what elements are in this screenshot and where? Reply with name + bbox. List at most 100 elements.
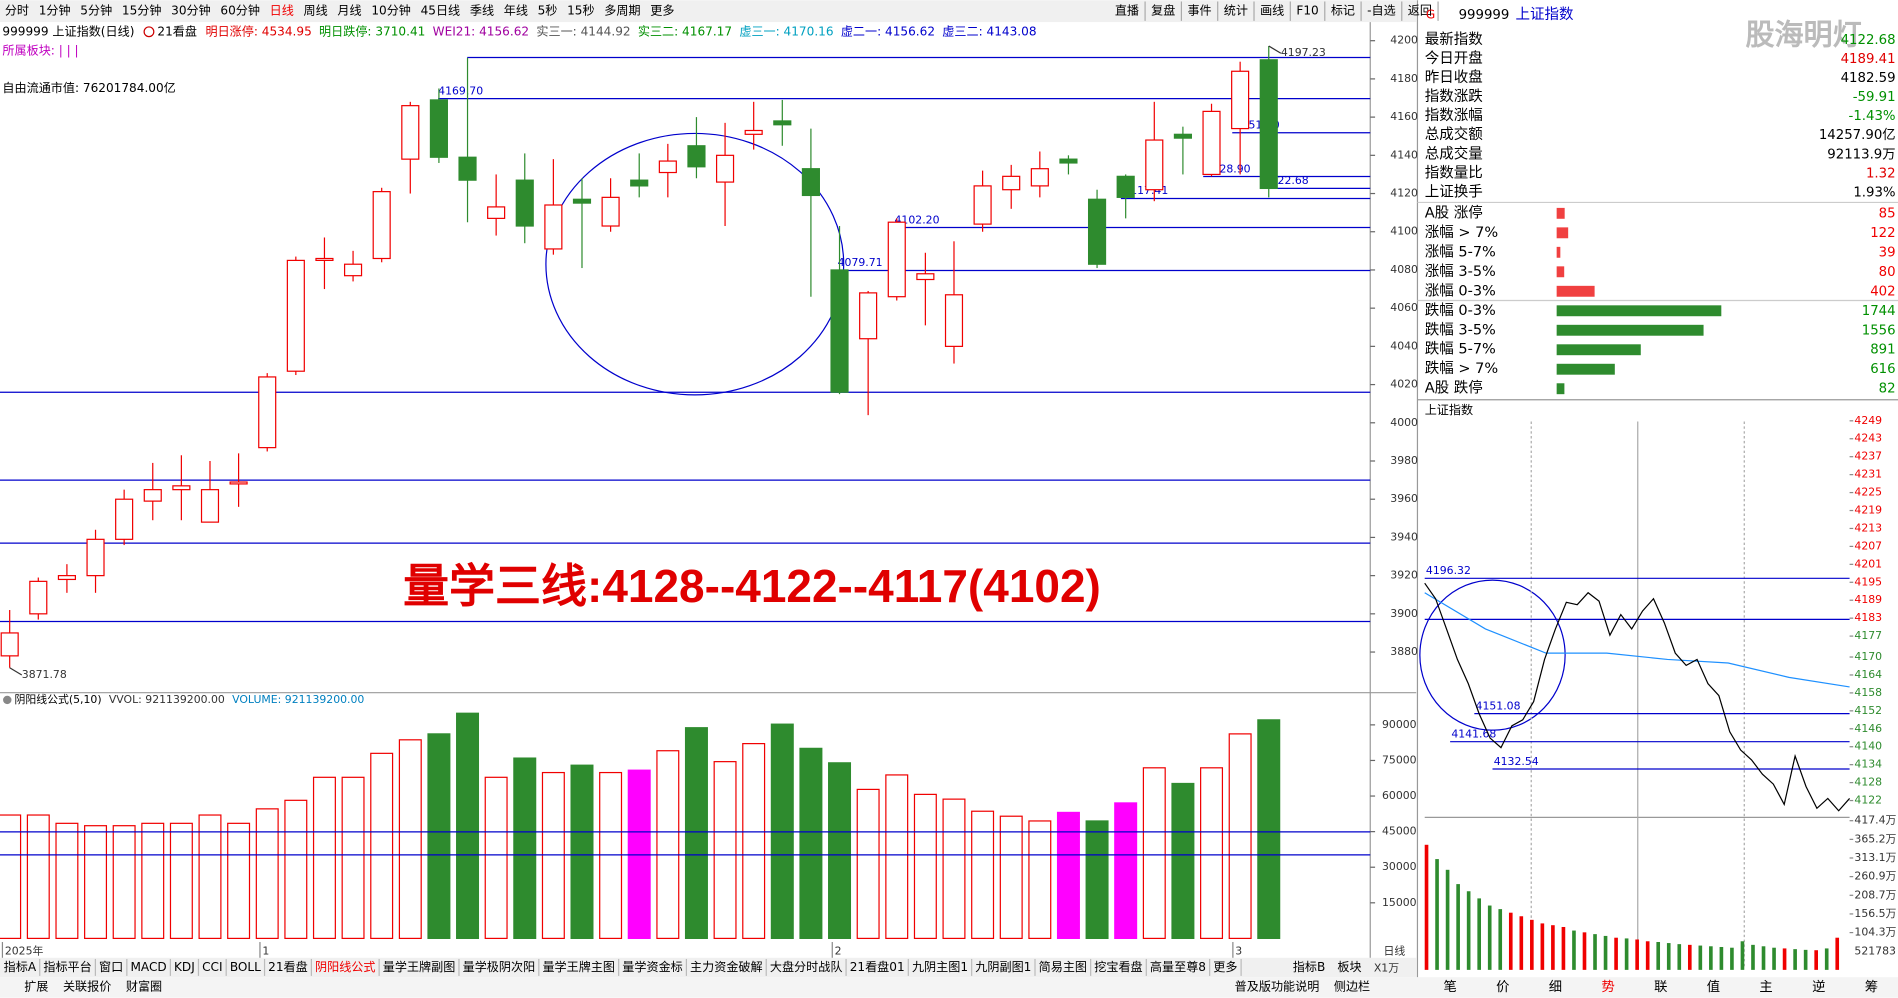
indicator-tab[interactable]: 指标A	[4, 959, 37, 974]
mini-tab[interactable]: 细	[1549, 979, 1562, 995]
period-tab[interactable]: 分时	[5, 4, 29, 18]
volume-bar	[1645, 941, 1650, 970]
period-tab[interactable]: 15分钟	[122, 3, 162, 18]
indicator-tab[interactable]: KDJ	[174, 960, 195, 974]
mini-tab[interactable]: 势	[1601, 979, 1614, 995]
y-tick-label: 3960	[1390, 492, 1418, 505]
period-tab[interactable]: 年线	[504, 4, 528, 18]
indicator-tab[interactable]: 量学资金标	[622, 959, 682, 974]
indicator-tab[interactable]: 板块	[1337, 960, 1361, 974]
indicator-tab[interactable]: 指标平台	[43, 959, 91, 974]
mini-tab[interactable]: 值	[1707, 979, 1720, 995]
indicator-tab[interactable]: 简易主图	[1039, 960, 1087, 974]
candle-body	[286, 259, 305, 372]
status-item[interactable]: 扩展	[24, 979, 48, 993]
status-item[interactable]: 侧边栏	[1334, 978, 1370, 993]
tool-button[interactable]: 复盘	[1151, 3, 1175, 18]
status-item[interactable]: 普及版功能说明	[1235, 978, 1320, 993]
y-tick-label: 30000	[1382, 860, 1417, 873]
volume-bar	[1171, 782, 1195, 940]
volume-bar	[484, 776, 508, 940]
period-tab[interactable]: 10分钟	[371, 3, 411, 18]
indicator-tab[interactable]: MACD	[130, 960, 166, 974]
period-tab[interactable]: 5分钟	[80, 3, 112, 18]
period-tab[interactable]: 周线	[304, 4, 328, 18]
candle-body	[172, 485, 191, 491]
status-item[interactable]: 关联报价	[63, 978, 111, 993]
period-tab[interactable]: 更多	[650, 4, 674, 18]
indicator-tab[interactable]: 21看盘	[268, 959, 308, 974]
y-tick-label: 417.4万	[1854, 814, 1896, 827]
volume-bar	[1424, 844, 1429, 970]
tool-button[interactable]: 统计	[1224, 4, 1248, 18]
indicator-tab[interactable]: 量学王牌副图	[383, 959, 456, 974]
indicator-tab[interactable]: 阴阳线公式	[315, 960, 375, 974]
indicator-tab[interactable]: 挖宝看盘	[1094, 959, 1142, 974]
tool-button[interactable]: 事件	[1187, 4, 1211, 18]
breadth-label: 跌幅 3-5%	[1425, 321, 1496, 338]
indicator-tab[interactable]: 九阴主图1	[912, 960, 968, 974]
indicator-tab[interactable]: 21看盘01	[850, 959, 905, 974]
y-tick-label: 4100	[1390, 225, 1418, 238]
candle-body	[830, 269, 849, 393]
candle-body	[86, 538, 105, 577]
period-tab[interactable]: 日线	[270, 4, 294, 18]
y-tick-label: 4243	[1854, 432, 1882, 445]
breadth-count: 122	[1870, 226, 1895, 241]
sector: 所属板块: | | |	[2, 44, 78, 58]
tool-button[interactable]: F10	[1296, 4, 1318, 18]
tool-button[interactable]: 画线	[1260, 4, 1284, 18]
mini-tab[interactable]: 逆	[1812, 979, 1825, 995]
indicator-tab[interactable]: BOLL	[230, 960, 261, 974]
status-item[interactable]: 财富圈	[126, 978, 162, 993]
period-tab[interactable]: 季线	[470, 4, 494, 18]
level-label: 4169.70	[438, 84, 483, 97]
stat-label: 总成交量	[1425, 144, 1483, 162]
readout: VVOL: 921139200.00	[109, 693, 225, 706]
volume-bar	[398, 739, 422, 940]
tool-button[interactable]: 标记	[1331, 4, 1355, 18]
period-tab[interactable]: 30分钟	[171, 3, 211, 18]
tool-button[interactable]: 直播	[1115, 4, 1139, 18]
y-tick-label: 4201	[1854, 557, 1882, 570]
date-label: 2	[835, 945, 842, 958]
period-tab[interactable]: 5秒	[538, 4, 558, 18]
stat-label: 最新指数	[1425, 31, 1484, 48]
pane-title: 上证指数	[1425, 402, 1473, 417]
tool-button[interactable]: -自选	[1367, 4, 1396, 18]
indicator-tab[interactable]: 量学王牌主图	[542, 959, 615, 974]
indicator-tab[interactable]: 指标B	[1293, 959, 1325, 974]
indicator-tab[interactable]: CCI	[202, 960, 222, 974]
period-tab[interactable]: 月线	[337, 4, 361, 18]
y-tick-label: 260.9万	[1854, 870, 1896, 883]
indicator-tab[interactable]: 九阴副图1	[975, 960, 1031, 974]
indicator-tab[interactable]: 更多	[1213, 960, 1237, 974]
y-tick-label: 4213	[1854, 521, 1882, 534]
period-tab[interactable]: 15秒	[567, 4, 594, 18]
mini-tab[interactable]: 笔	[1443, 979, 1456, 995]
indicator-tab[interactable]: 高量至尊8	[1150, 959, 1206, 974]
volume-bar	[1456, 884, 1460, 970]
indicator-tab[interactable]: 量学极阴次阳	[463, 959, 536, 974]
y-tick-label: 4140	[1854, 740, 1882, 753]
period-tab[interactable]: 45日线	[421, 4, 461, 18]
volume-bar	[1466, 891, 1471, 970]
mini-tab[interactable]: 筹	[1865, 978, 1878, 995]
indicator-tab[interactable]: 主力资金破解	[690, 959, 763, 974]
y-tick-label: 313.1万	[1854, 851, 1896, 864]
indicator: 实三一: 4144.92	[536, 23, 630, 38]
candle-body	[1259, 59, 1278, 190]
stat-label: 上证换手	[1425, 183, 1483, 200]
mini-tab[interactable]: 价	[1496, 980, 1509, 995]
mini-tab[interactable]: 主	[1759, 979, 1772, 995]
indicator-tab[interactable]: 大盘分时战队	[770, 959, 843, 974]
tool-button[interactable]: 返回	[1408, 4, 1432, 18]
candle-body	[343, 263, 363, 277]
breadth-bar	[1556, 363, 1615, 375]
indicator-tab[interactable]: 窗口	[99, 960, 123, 974]
candle-body	[515, 179, 534, 227]
period-tab[interactable]: 1分钟	[39, 3, 71, 18]
period-tab[interactable]: 60分钟	[220, 3, 260, 18]
period-tab[interactable]: 多周期	[604, 4, 640, 18]
mini-tab[interactable]: 联	[1654, 979, 1667, 995]
